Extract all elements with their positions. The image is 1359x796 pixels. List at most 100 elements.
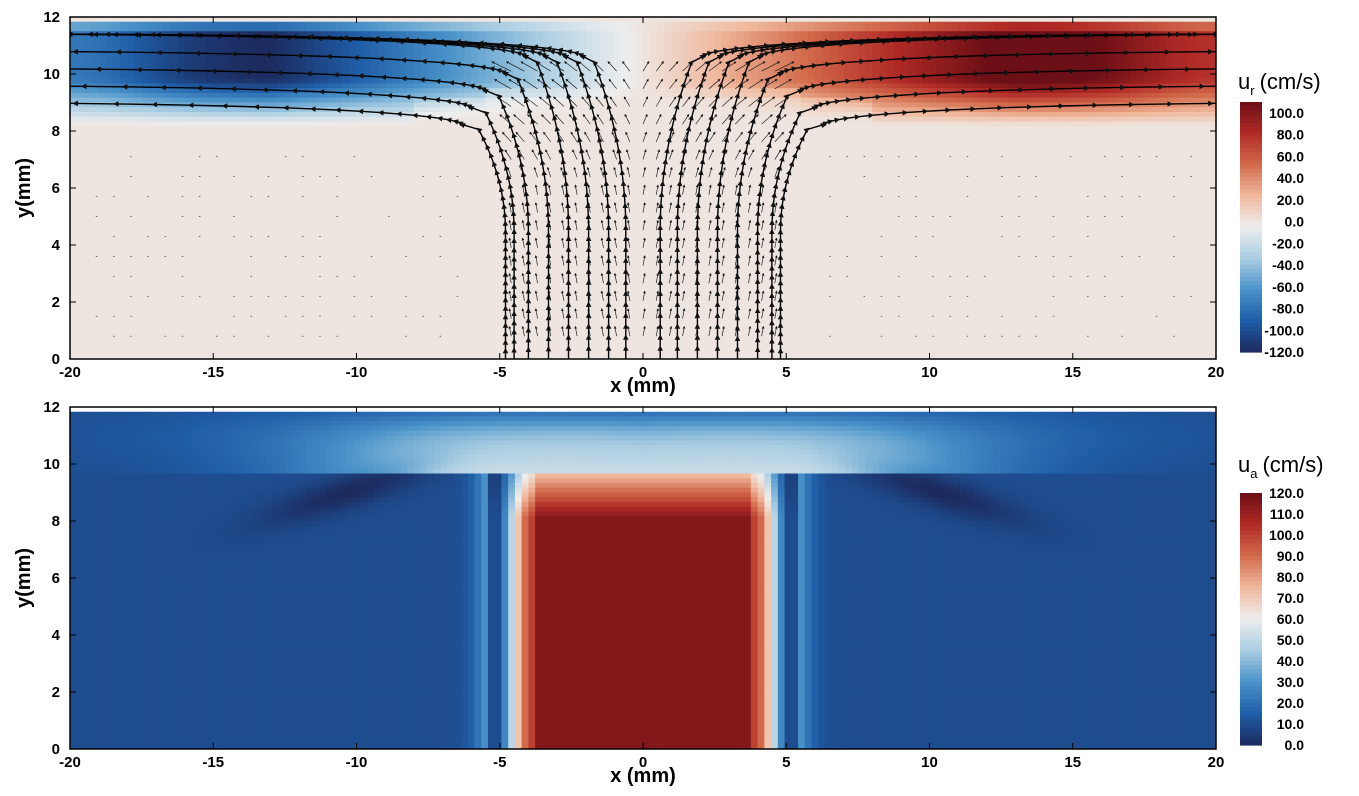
field-cell xyxy=(786,36,794,41)
field-cell xyxy=(1087,122,1095,127)
field-cell xyxy=(657,69,665,74)
field-cell xyxy=(485,22,493,27)
field-cell xyxy=(1195,79,1203,84)
field-cell xyxy=(851,88,859,93)
field-cell xyxy=(622,22,630,27)
field-cell xyxy=(851,122,859,127)
field-cell xyxy=(1101,36,1109,41)
field-cell xyxy=(987,60,995,65)
field-cell xyxy=(192,79,200,84)
field-cell xyxy=(736,41,744,46)
field-cell xyxy=(579,46,587,51)
field-cell xyxy=(228,131,236,136)
field-cell xyxy=(793,69,801,74)
field-cell xyxy=(192,74,200,79)
field-cell xyxy=(1137,126,1145,131)
field-cell xyxy=(199,22,207,27)
field-cell xyxy=(142,65,150,70)
field-cell xyxy=(70,60,78,65)
field-cell xyxy=(242,41,250,46)
field-cell xyxy=(70,117,78,122)
field-cell xyxy=(99,36,107,41)
field-cell xyxy=(879,27,887,32)
field-cell xyxy=(84,79,92,84)
field-cell xyxy=(1180,69,1188,74)
field-cell xyxy=(342,98,350,103)
field-cell xyxy=(686,103,694,108)
field-cell xyxy=(278,122,286,127)
field-cell xyxy=(664,98,672,103)
field-cell xyxy=(987,126,995,131)
field-cell xyxy=(844,131,852,136)
field-cell xyxy=(865,126,873,131)
field-cell xyxy=(951,79,959,84)
field-cell xyxy=(965,41,973,46)
field-cell xyxy=(600,107,608,112)
field-cell xyxy=(77,112,85,117)
field-cell xyxy=(364,41,372,46)
field-cell xyxy=(571,103,579,108)
field-cell xyxy=(872,122,880,127)
field-cell xyxy=(636,74,644,79)
field-cell xyxy=(127,46,135,51)
field-cell xyxy=(1173,112,1181,117)
field-cell xyxy=(371,65,379,70)
field-cell xyxy=(1195,74,1203,79)
field-cell xyxy=(1109,46,1117,51)
field-cell xyxy=(464,93,472,98)
field-cell xyxy=(206,98,214,103)
field-cell xyxy=(958,79,966,84)
field-cell xyxy=(407,55,415,60)
field-cell xyxy=(664,112,672,117)
field-cell xyxy=(478,122,486,127)
field-cell xyxy=(256,126,264,131)
field-cell xyxy=(507,107,515,112)
field-cell xyxy=(185,79,193,84)
field-cell xyxy=(464,17,472,22)
field-cell xyxy=(493,22,501,27)
field-cell xyxy=(958,60,966,65)
field-cell xyxy=(428,22,436,27)
field-cell xyxy=(593,22,601,27)
field-cell xyxy=(879,88,887,93)
field-cell xyxy=(1137,74,1145,79)
field-cell xyxy=(1001,98,1009,103)
field-cell xyxy=(579,88,587,93)
field-cell xyxy=(134,103,142,108)
field-cell xyxy=(392,117,400,122)
field-cell xyxy=(786,112,794,117)
field-cell xyxy=(801,93,809,98)
field-cell xyxy=(715,122,723,127)
field-cell xyxy=(829,17,837,22)
field-cell xyxy=(249,98,257,103)
field-cell xyxy=(428,65,436,70)
field-cell xyxy=(213,27,221,32)
field-cell xyxy=(1101,46,1109,51)
field-cell xyxy=(335,65,343,70)
field-cell xyxy=(872,46,880,51)
field-cell xyxy=(664,31,672,36)
field-cell xyxy=(134,107,142,112)
field-cell xyxy=(1173,79,1181,84)
field-cell xyxy=(1130,22,1138,27)
field-cell xyxy=(1044,93,1052,98)
field-cell xyxy=(750,88,758,93)
field-cell xyxy=(442,27,450,32)
field-cell xyxy=(392,126,400,131)
field-cell xyxy=(965,107,973,112)
field-cell xyxy=(822,27,830,32)
field-cell xyxy=(378,22,386,27)
field-cell xyxy=(1166,36,1174,41)
field-cell xyxy=(536,31,544,36)
field-cell xyxy=(815,93,823,98)
field-cell xyxy=(858,65,866,70)
field-cell xyxy=(915,17,923,22)
field-cell xyxy=(314,41,322,46)
field-cell xyxy=(858,27,866,32)
field-cell xyxy=(1173,60,1181,65)
field-cell xyxy=(715,27,723,32)
field-cell xyxy=(378,98,386,103)
field-cell xyxy=(865,65,873,70)
field-cell xyxy=(779,93,787,98)
field-cell xyxy=(815,17,823,22)
